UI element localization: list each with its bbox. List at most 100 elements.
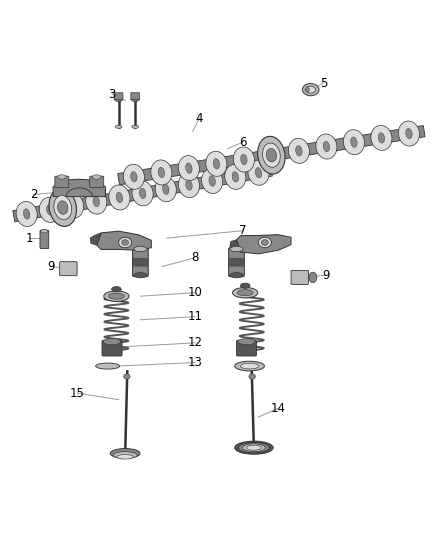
Ellipse shape xyxy=(201,168,223,193)
Ellipse shape xyxy=(230,272,243,278)
Ellipse shape xyxy=(139,188,146,199)
Ellipse shape xyxy=(371,125,392,150)
Ellipse shape xyxy=(132,181,153,206)
Ellipse shape xyxy=(124,374,130,379)
Polygon shape xyxy=(118,126,425,185)
Ellipse shape xyxy=(302,84,319,96)
FancyBboxPatch shape xyxy=(229,248,244,277)
Ellipse shape xyxy=(54,196,72,220)
Text: 1: 1 xyxy=(25,232,33,245)
Ellipse shape xyxy=(112,287,121,292)
Text: 13: 13 xyxy=(187,356,202,369)
Ellipse shape xyxy=(155,177,177,202)
Ellipse shape xyxy=(46,205,53,215)
Text: 15: 15 xyxy=(70,386,85,400)
Ellipse shape xyxy=(115,125,122,128)
Ellipse shape xyxy=(233,147,254,172)
Ellipse shape xyxy=(178,156,199,181)
FancyBboxPatch shape xyxy=(90,176,104,188)
Ellipse shape xyxy=(248,160,269,185)
Text: 3: 3 xyxy=(108,87,116,101)
Ellipse shape xyxy=(115,97,123,101)
Ellipse shape xyxy=(268,150,275,160)
Text: 6: 6 xyxy=(239,135,247,149)
FancyBboxPatch shape xyxy=(291,270,308,285)
Ellipse shape xyxy=(39,197,60,222)
Ellipse shape xyxy=(119,237,132,248)
FancyBboxPatch shape xyxy=(230,258,244,266)
Ellipse shape xyxy=(116,192,123,203)
Ellipse shape xyxy=(16,201,37,227)
Ellipse shape xyxy=(225,164,246,189)
Ellipse shape xyxy=(343,130,364,155)
Ellipse shape xyxy=(93,197,99,207)
Ellipse shape xyxy=(240,283,250,288)
Text: 10: 10 xyxy=(187,286,202,299)
Ellipse shape xyxy=(233,287,258,298)
Ellipse shape xyxy=(109,185,130,210)
Ellipse shape xyxy=(209,176,215,186)
Ellipse shape xyxy=(249,374,255,379)
Polygon shape xyxy=(13,165,272,222)
Ellipse shape xyxy=(305,87,309,92)
Ellipse shape xyxy=(378,133,385,143)
Ellipse shape xyxy=(240,363,259,369)
Ellipse shape xyxy=(186,163,192,173)
Ellipse shape xyxy=(131,97,139,101)
Ellipse shape xyxy=(113,451,137,458)
Ellipse shape xyxy=(57,175,66,179)
Ellipse shape xyxy=(262,143,280,167)
Ellipse shape xyxy=(151,160,172,185)
Ellipse shape xyxy=(103,338,121,345)
Ellipse shape xyxy=(24,209,30,219)
Polygon shape xyxy=(230,240,241,252)
Ellipse shape xyxy=(235,361,265,371)
Ellipse shape xyxy=(232,172,239,182)
Text: 4: 4 xyxy=(196,111,203,125)
FancyBboxPatch shape xyxy=(60,262,77,276)
FancyBboxPatch shape xyxy=(133,248,148,277)
Polygon shape xyxy=(237,235,291,254)
Ellipse shape xyxy=(63,193,84,218)
Ellipse shape xyxy=(242,444,265,451)
Ellipse shape xyxy=(86,189,107,214)
Ellipse shape xyxy=(134,246,147,252)
FancyBboxPatch shape xyxy=(131,93,140,100)
Ellipse shape xyxy=(258,237,272,248)
Ellipse shape xyxy=(399,121,420,146)
Ellipse shape xyxy=(186,180,192,190)
Ellipse shape xyxy=(122,240,129,245)
Ellipse shape xyxy=(309,272,317,282)
Ellipse shape xyxy=(178,173,200,198)
Ellipse shape xyxy=(95,363,120,369)
Ellipse shape xyxy=(134,272,147,278)
Ellipse shape xyxy=(162,184,169,195)
Ellipse shape xyxy=(351,137,357,148)
Ellipse shape xyxy=(117,455,134,459)
Ellipse shape xyxy=(235,441,273,454)
FancyBboxPatch shape xyxy=(134,258,148,266)
Ellipse shape xyxy=(206,151,227,176)
FancyBboxPatch shape xyxy=(55,176,69,188)
Text: 7: 7 xyxy=(239,224,247,237)
Ellipse shape xyxy=(306,86,315,93)
Text: 5: 5 xyxy=(320,77,328,90)
Ellipse shape xyxy=(323,141,330,152)
Polygon shape xyxy=(97,231,151,251)
Ellipse shape xyxy=(92,175,101,179)
Ellipse shape xyxy=(261,240,268,245)
Ellipse shape xyxy=(237,289,253,296)
Ellipse shape xyxy=(247,445,261,450)
Ellipse shape xyxy=(288,139,309,164)
Ellipse shape xyxy=(239,442,269,453)
Ellipse shape xyxy=(124,164,145,189)
Ellipse shape xyxy=(57,201,68,214)
Ellipse shape xyxy=(109,293,124,299)
Text: 9: 9 xyxy=(322,269,330,282)
Ellipse shape xyxy=(49,189,77,227)
Text: 9: 9 xyxy=(47,260,55,273)
Ellipse shape xyxy=(104,291,129,302)
Text: 12: 12 xyxy=(187,336,202,350)
Ellipse shape xyxy=(213,159,219,169)
Ellipse shape xyxy=(296,146,302,156)
